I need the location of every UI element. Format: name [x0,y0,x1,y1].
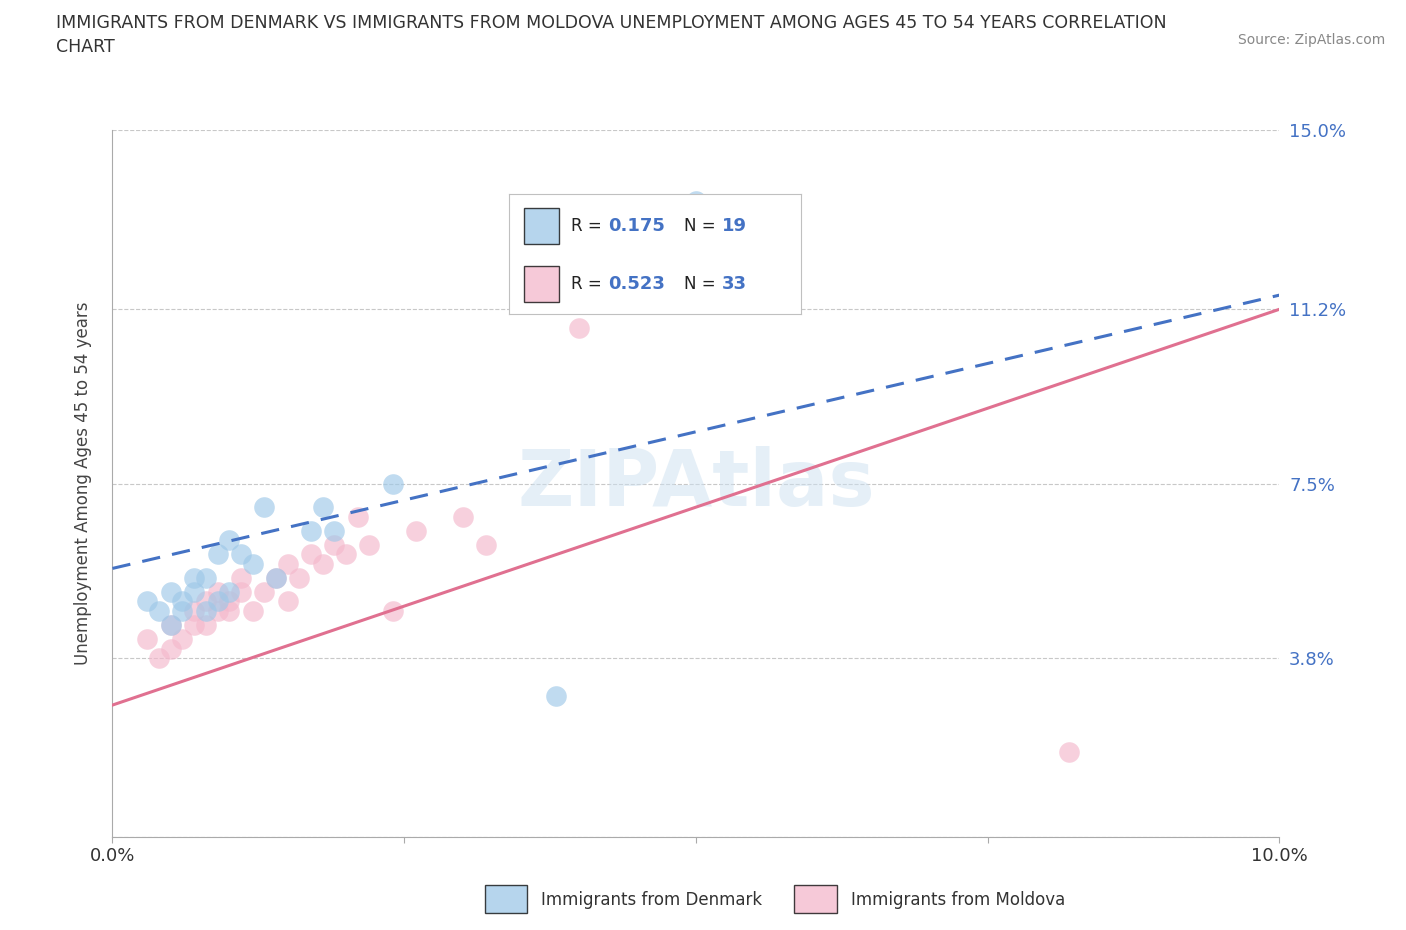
Point [172,604,194,618]
Point [1059,745,1081,760]
Point [323,538,346,552]
Text: Immigrants from Moldova: Immigrants from Moldova [851,891,1064,910]
Point [229,570,252,585]
Point [253,585,276,600]
Point [183,585,205,600]
Point [311,556,333,571]
Point [148,604,170,618]
Point [359,538,381,552]
Point [381,476,404,491]
Point [194,604,217,618]
Point [183,618,205,632]
Point [264,570,287,585]
FancyBboxPatch shape [524,208,558,245]
Point [207,604,229,618]
Text: ZIPAtlas: ZIPAtlas [517,445,875,522]
Point [242,556,264,571]
Point [346,509,368,524]
Text: Immigrants from Denmark: Immigrants from Denmark [541,891,762,910]
Point [229,585,252,600]
Point [299,524,322,538]
Text: N =: N = [685,218,721,235]
Point [172,631,194,646]
Point [218,594,240,609]
Point [148,650,170,665]
Point [242,604,264,618]
Point [172,594,194,609]
Point [299,547,322,562]
Point [207,594,229,609]
Point [194,594,217,609]
Point [568,321,591,336]
Point [207,547,229,562]
Point [229,547,252,562]
Point [475,538,498,552]
Text: R =: R = [571,275,606,293]
Text: 19: 19 [723,218,747,235]
Text: N =: N = [685,275,721,293]
Text: 0.175: 0.175 [609,218,665,235]
Point [194,570,217,585]
Point [276,594,298,609]
Point [218,533,240,548]
Point [160,641,183,656]
Point [264,570,287,585]
Point [405,524,427,538]
Point [288,570,311,585]
Point [194,618,217,632]
Point [183,604,205,618]
Point [136,594,159,609]
FancyBboxPatch shape [524,266,558,302]
Point [335,547,357,562]
Point [381,604,404,618]
Point [323,524,346,538]
Point [160,618,183,632]
Y-axis label: Unemployment Among Ages 45 to 54 years: Unemployment Among Ages 45 to 54 years [73,302,91,665]
Point [276,556,298,571]
Text: IMMIGRANTS FROM DENMARK VS IMMIGRANTS FROM MOLDOVA UNEMPLOYMENT AMONG AGES 45 TO: IMMIGRANTS FROM DENMARK VS IMMIGRANTS FR… [56,14,1167,56]
Point [160,618,183,632]
Point [218,585,240,600]
Point [218,604,240,618]
Point [253,499,276,514]
Point [183,570,205,585]
Text: R =: R = [571,218,606,235]
Point [160,585,183,600]
Text: 0.523: 0.523 [609,275,665,293]
Point [685,193,707,208]
Point [451,509,474,524]
Text: Source: ZipAtlas.com: Source: ZipAtlas.com [1237,33,1385,46]
Point [311,499,333,514]
Text: 33: 33 [723,275,747,293]
Point [207,585,229,600]
Point [136,631,159,646]
Point [544,688,567,703]
